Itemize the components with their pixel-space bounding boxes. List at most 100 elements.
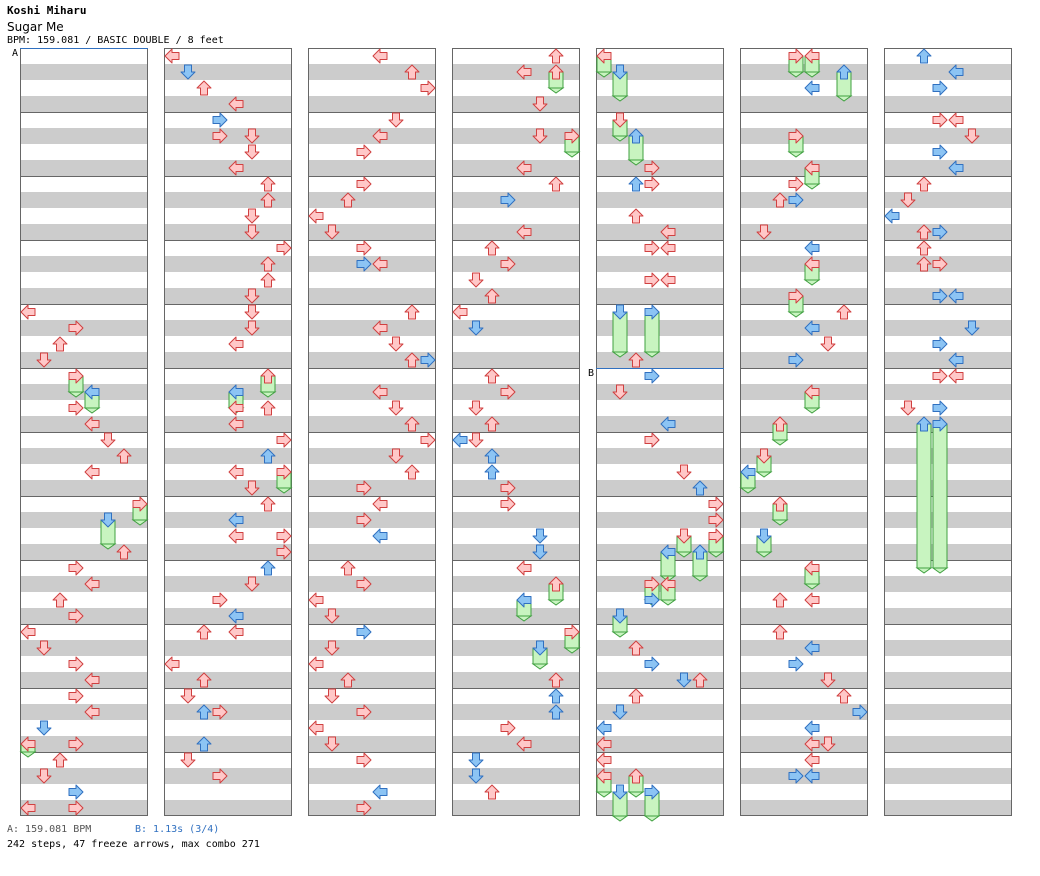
step-arrow	[372, 384, 388, 400]
left-arrow-icon	[20, 624, 36, 640]
beat-band	[20, 512, 148, 528]
up-arrow-icon	[404, 352, 420, 368]
left-arrow-icon	[596, 736, 612, 752]
step-arrow	[804, 736, 820, 752]
step-arrow	[420, 352, 436, 368]
up-arrow-icon	[628, 640, 644, 656]
beat-band	[596, 672, 724, 688]
up-arrow-icon	[340, 672, 356, 688]
right-arrow-icon	[68, 656, 84, 672]
step-arrow	[788, 176, 804, 192]
step-arrow	[932, 368, 948, 384]
step-arrow	[548, 704, 564, 720]
left-arrow-icon	[20, 304, 36, 320]
freeze-tail	[787, 311, 805, 318]
freeze-tail	[803, 71, 821, 78]
right-arrow-icon	[644, 656, 660, 672]
left-arrow-icon	[660, 224, 676, 240]
left-arrow-icon	[804, 160, 820, 176]
step-arrow	[644, 368, 660, 384]
down-arrow-icon	[324, 688, 340, 704]
right-arrow-icon	[356, 176, 372, 192]
right-arrow-icon	[212, 704, 228, 720]
down-arrow-icon	[820, 736, 836, 752]
step-arrow	[804, 720, 820, 736]
step-arrow	[356, 176, 372, 192]
beat-band	[452, 224, 580, 240]
beat-band	[308, 800, 436, 816]
step-arrow	[244, 288, 260, 304]
beat-band	[20, 704, 148, 720]
left-arrow-icon	[596, 768, 612, 784]
right-arrow-icon	[132, 496, 148, 512]
beat-band	[740, 672, 868, 688]
beat-band	[164, 512, 292, 528]
left-arrow-icon	[372, 48, 388, 64]
step-arrow	[356, 752, 372, 768]
left-arrow-icon	[452, 432, 468, 448]
beat-band	[308, 320, 436, 336]
freeze-arrow	[99, 512, 117, 550]
step-arrow	[516, 64, 532, 80]
up-arrow-icon	[404, 304, 420, 320]
step-arrow	[452, 304, 468, 320]
left-arrow-icon	[308, 208, 324, 224]
beat-band	[308, 576, 436, 592]
beat-band	[884, 736, 1012, 752]
chart-info: BPM: 159.081 / BASIC DOUBLE / 8 feet	[7, 35, 224, 46]
beat-band	[452, 576, 580, 592]
beat-band	[308, 448, 436, 464]
up-arrow-icon	[52, 752, 68, 768]
step-arrow	[932, 256, 948, 272]
beat-band	[452, 384, 580, 400]
beat-band	[20, 672, 148, 688]
step-arrow	[804, 768, 820, 784]
step-arrow	[52, 752, 68, 768]
right-arrow-icon	[68, 560, 84, 576]
beat-band	[596, 800, 724, 816]
step-arrow	[404, 352, 420, 368]
left-arrow-icon	[516, 592, 532, 608]
up-arrow-icon	[548, 176, 564, 192]
left-arrow-icon	[948, 160, 964, 176]
beat-band	[740, 352, 868, 368]
right-arrow-icon	[68, 368, 84, 384]
step-arrow	[628, 352, 644, 368]
left-arrow-icon	[660, 272, 676, 288]
beat-band	[164, 352, 292, 368]
freeze-arrow	[563, 624, 581, 654]
beat-band	[164, 768, 292, 784]
right-arrow-icon	[356, 256, 372, 272]
step-arrow	[900, 192, 916, 208]
beat-band	[596, 224, 724, 240]
beat-band	[164, 448, 292, 464]
left-arrow-icon	[804, 384, 820, 400]
step-arrow	[932, 144, 948, 160]
beat-band	[308, 608, 436, 624]
beat-band	[20, 416, 148, 432]
step-arrow	[484, 368, 500, 384]
step-arrow	[372, 256, 388, 272]
song-title: Sugar Me	[7, 20, 64, 34]
bpm-legend: A: 159.081 BPM	[7, 824, 92, 835]
beat-band	[452, 544, 580, 560]
step-arrow	[180, 688, 196, 704]
chart-summary: 242 steps, 47 freeze arrows, max combo 2…	[7, 839, 260, 850]
marker-label: B	[588, 368, 594, 379]
step-arrow	[356, 240, 372, 256]
beat-band	[20, 608, 148, 624]
step-arrow	[484, 240, 500, 256]
freeze-arrow	[83, 384, 101, 414]
step-arrow	[196, 80, 212, 96]
beat-band	[164, 480, 292, 496]
step-arrow	[356, 256, 372, 272]
right-arrow-icon	[212, 128, 228, 144]
beat-band	[884, 672, 1012, 688]
beat-band	[308, 544, 436, 560]
right-arrow-icon	[356, 800, 372, 816]
beat-band	[596, 256, 724, 272]
step-arrow	[308, 720, 324, 736]
right-arrow-icon	[932, 144, 948, 160]
step-arrow	[372, 784, 388, 800]
left-arrow-icon	[948, 352, 964, 368]
